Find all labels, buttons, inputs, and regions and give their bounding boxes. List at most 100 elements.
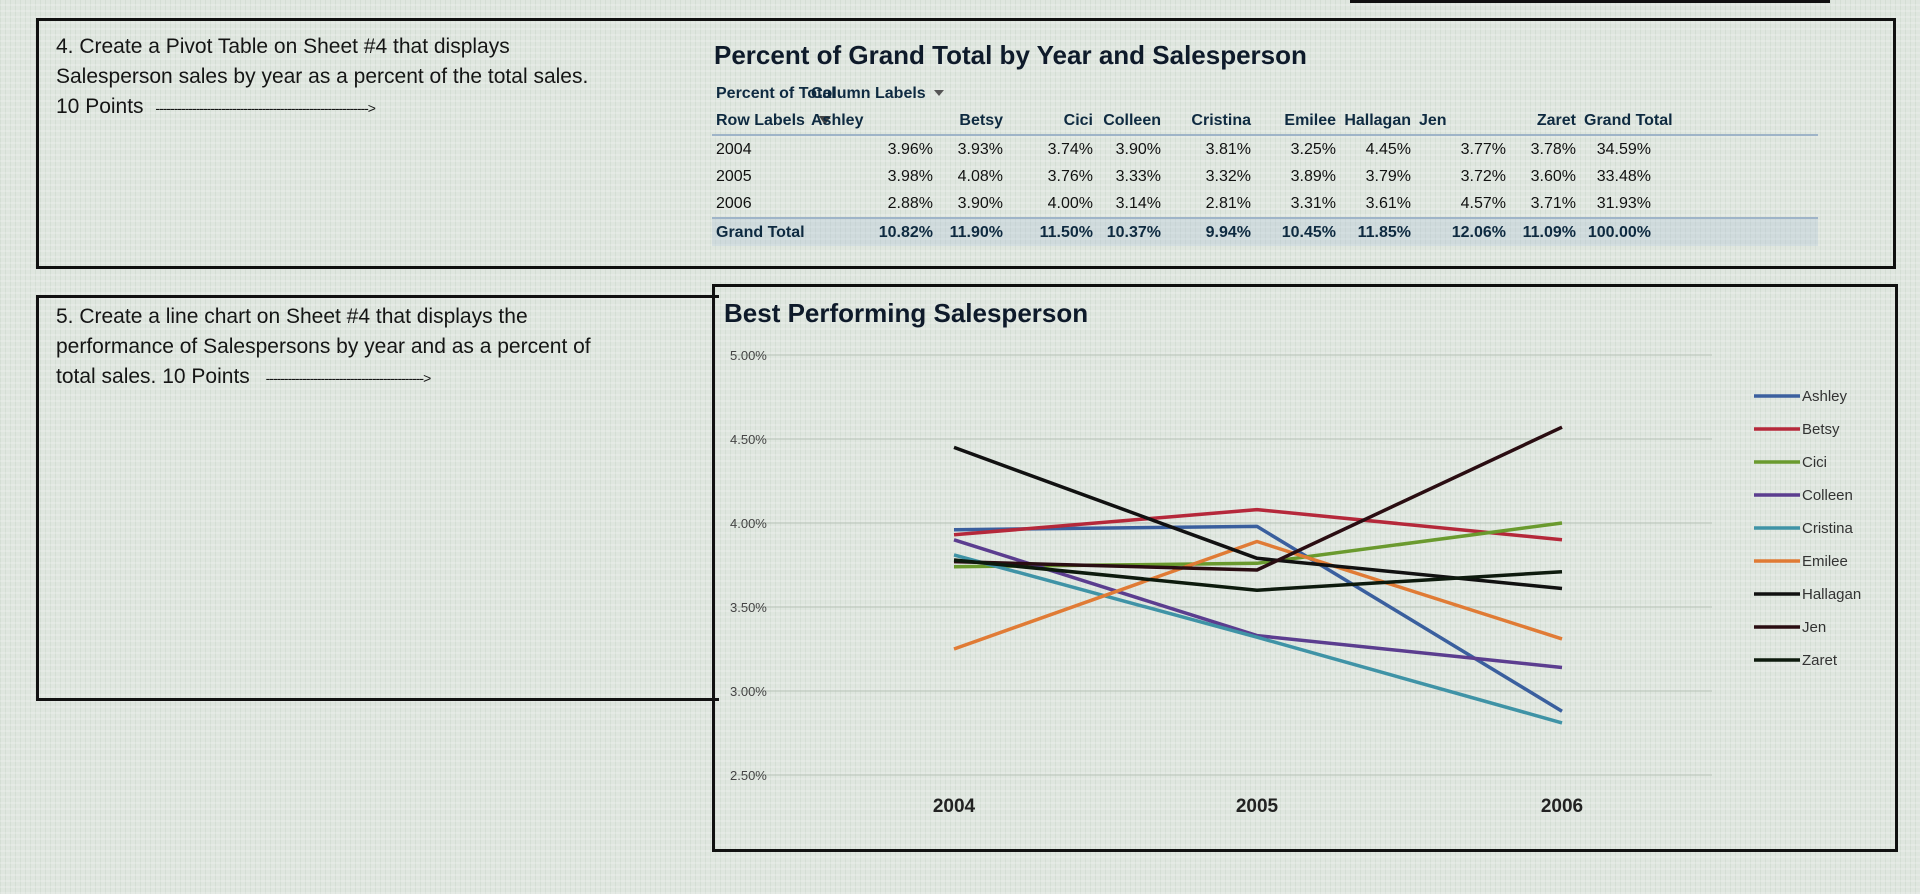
task5-frame — [36, 295, 719, 701]
task5-line3-row: total sales. 10 Points -----------------… — [56, 362, 591, 393]
dropdown-arrow-icon[interactable] — [933, 90, 944, 97]
pivot-row-label: 2005 — [716, 167, 752, 185]
series-line-cristina[interactable] — [953, 553, 1563, 725]
pivot-grand-total-row[interactable]: Grand Total 10.82% 11.90% 11.50% 10.37% … — [712, 217, 1819, 246]
pivot-col-header: Ashley — [807, 107, 937, 136]
pivot-cell: 3.77% — [1460, 140, 1506, 158]
task5-arrow: ----------------------------------------… — [265, 370, 432, 386]
chart-title: Best Performing Salesperson — [724, 298, 1089, 328]
pivot-cell: 31.93% — [1596, 194, 1651, 212]
task4-line3-row: 10 Points ------------------------------… — [56, 92, 588, 123]
y-tick-label: 4.00% — [730, 516, 767, 531]
pivot-col-header: Betsy — [937, 107, 1007, 136]
pivot-header-row: Percent of Total Column Labels — [712, 80, 1818, 107]
legend-label: Cici — [1802, 454, 1827, 471]
pivot-col-header: Hallagan — [1340, 107, 1415, 136]
pivot-cell: 3.81% — [1205, 140, 1251, 158]
x-tick-label: 2004 — [933, 796, 976, 817]
pivot-col-header: Cristina — [1165, 107, 1255, 136]
pivot-cell: 3.79% — [1365, 167, 1411, 185]
pivot-title: Percent of Grand Total by Year and Sales… — [714, 40, 1307, 70]
legend-label: Emilee — [1802, 553, 1848, 570]
pivot-cell: 3.61% — [1365, 194, 1411, 212]
pivot-row-2006[interactable]: 2006 2.88% 3.90% 4.00% 3.14% 2.81% 3.31%… — [712, 190, 1818, 218]
pivot-cell-spacer — [1655, 217, 1819, 246]
pivot-cell-spacer — [1655, 163, 1818, 190]
legend-label: Ashley — [1802, 388, 1848, 405]
pivot-col-header: Colleen — [1097, 107, 1165, 136]
pivot-cell: 2.88% — [887, 194, 933, 212]
y-tick-label: 3.50% — [730, 600, 767, 615]
pivot-table[interactable]: Percent of Total Column Labels Row Label… — [712, 80, 1819, 246]
y-tick-label: 5.00% — [730, 348, 767, 363]
x-tick-label: 2005 — [1236, 796, 1279, 817]
pivot-cell: 3.33% — [1115, 167, 1161, 185]
line-chart[interactable]: 5.00% 4.50% 4.00% 3.50% 3.00% 2.50% 2004 2005 20… — [712, 330, 1892, 846]
series-line-jen[interactable] — [953, 425, 1563, 572]
pivot-total-cell: 10.45% — [1255, 217, 1340, 246]
pivot-cell: 2.81% — [1205, 194, 1251, 212]
pivot-cell: 4.45% — [1365, 140, 1411, 158]
task4-arrow: ----------------------------------------… — [155, 100, 376, 116]
task4-line2: Salesperson sales by year as a percent o… — [56, 65, 589, 88]
pivot-row-labels[interactable]: Row Labels — [712, 107, 831, 136]
pivot-cell: 4.08% — [957, 167, 1003, 185]
pivot-column-header-row: Row Labels Ashley Betsy Cici Colleen Cri… — [712, 107, 1819, 136]
pivot-cell: 3.93% — [957, 140, 1003, 158]
pivot-cell: 3.78% — [1530, 140, 1576, 158]
pivot-cell: 3.90% — [957, 194, 1003, 212]
pivot-cell: 3.72% — [1460, 167, 1506, 185]
pivot-row-2004[interactable]: 2004 3.96% 3.93% 3.74% 3.90% 3.81% 3.25%… — [712, 135, 1818, 163]
top-right-tab-edge — [1350, 0, 1830, 3]
y-tick-label: 4.50% — [730, 432, 767, 447]
pivot-cell: 3.98% — [887, 167, 933, 185]
pivot-cell: 4.57% — [1460, 194, 1506, 212]
pivot-total-cell: 100.00% — [1580, 217, 1655, 246]
y-tick-label: 3.00% — [730, 684, 767, 699]
pivot-header-spacer — [937, 80, 1818, 107]
pivot-cell: 3.90% — [1115, 140, 1161, 158]
pivot-total-cell: 11.85% — [1340, 217, 1415, 246]
pivot-cell: 34.59% — [1596, 140, 1651, 158]
series-line-ashley[interactable] — [953, 524, 1563, 713]
y-tick-label: 2.50% — [730, 768, 767, 783]
series-line-betsy[interactable] — [953, 507, 1563, 542]
pivot-total-cell: 10.37% — [1097, 217, 1165, 246]
pivot-col-header: Cici — [1007, 107, 1097, 136]
pivot-row-labels-text: Row Labels — [716, 111, 805, 129]
pivot-cell: 3.25% — [1290, 140, 1336, 158]
pivot-row-label: 2004 — [716, 140, 752, 158]
legend-label: Betsy — [1802, 421, 1840, 438]
pivot-row-2005[interactable]: 2005 3.98% 4.08% 3.76% 3.33% 3.32% 3.89%… — [712, 163, 1818, 190]
task4-frame — [36, 18, 1896, 269]
task5-line3: total sales. 10 Points — [56, 365, 250, 388]
pivot-total-cell: 11.90% — [937, 217, 1007, 246]
pivot-col-header: Zaret — [1510, 107, 1580, 136]
pivot-total-cell: 11.09% — [1510, 217, 1580, 246]
pivot-cell-spacer — [1655, 190, 1818, 218]
legend-label: Jen — [1802, 619, 1826, 636]
pivot-row-label: Grand Total — [712, 217, 807, 246]
pivot-col-header: Jen — [1415, 107, 1510, 136]
legend-label: Cristina — [1802, 520, 1854, 537]
pivot-total-cell: 11.50% — [1007, 217, 1097, 246]
pivot-cell: 3.96% — [887, 140, 933, 158]
chart-frame[interactable] — [712, 284, 1898, 852]
task5-line2: performance of Salespersons by year and … — [56, 335, 591, 358]
pivot-cell: 3.32% — [1205, 167, 1251, 185]
task4-instructions: 4. Create a Pivot Table on Sheet #4 that… — [56, 32, 588, 123]
pivot-total-cell: 12.06% — [1415, 217, 1510, 246]
pivot-total-cell: 10.82% — [807, 217, 937, 246]
pivot-row-label: 2006 — [716, 194, 752, 212]
x-tick-label: 2006 — [1541, 796, 1583, 817]
legend-label: Colleen — [1802, 487, 1853, 504]
series-line-emilee[interactable] — [953, 539, 1563, 651]
pivot-cell: 3.31% — [1290, 194, 1336, 212]
pivot-col-header: Emilee — [1255, 107, 1340, 136]
pivot-cell: 3.60% — [1530, 167, 1576, 185]
pivot-col-header: Grand Total — [1580, 107, 1673, 136]
pivot-cell: 3.14% — [1115, 194, 1161, 212]
task4-line1: 4. Create a Pivot Table on Sheet #4 that… — [56, 35, 510, 58]
series-line-zaret[interactable] — [953, 558, 1563, 592]
pivot-column-labels-dropdown[interactable]: Column Labels — [807, 80, 944, 107]
